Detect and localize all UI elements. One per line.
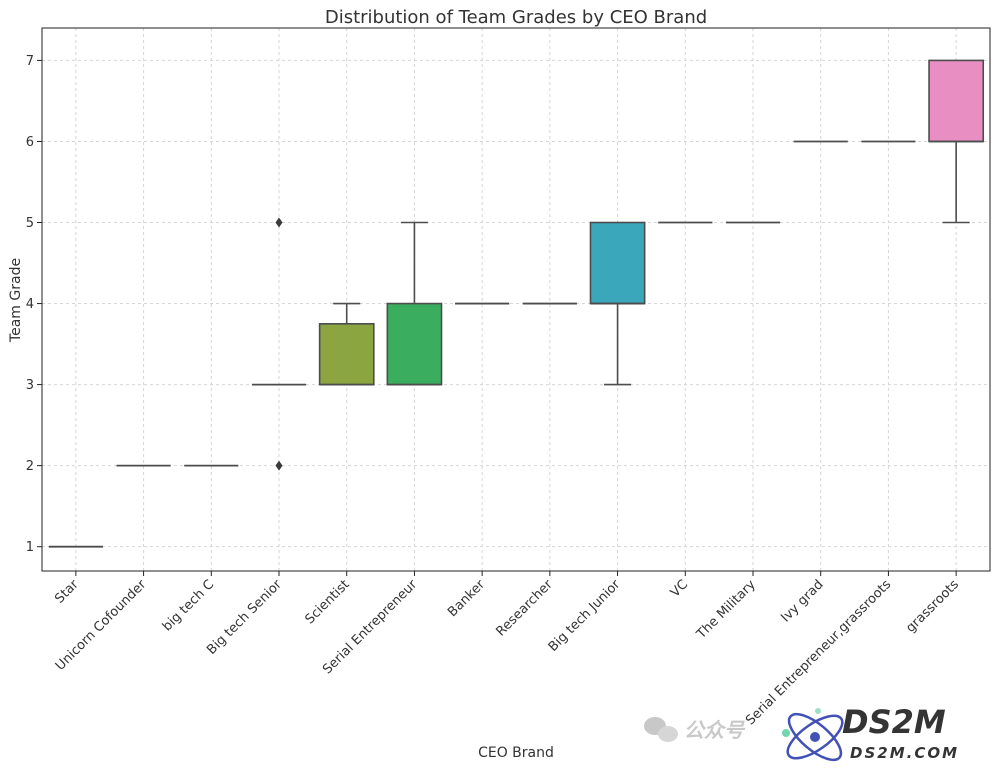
x-tick-label: Star xyxy=(52,577,82,607)
watermark-brand-text: DS2M xyxy=(842,703,946,741)
y-tick-label: 1 xyxy=(26,540,34,555)
box-serial-entrepreneur xyxy=(386,221,443,386)
y-tick-label: 5 xyxy=(26,216,34,231)
x-tick-label: VC xyxy=(668,577,691,600)
x-tick-label: The Military xyxy=(693,577,759,643)
y-axis-ticks: 1 2 3 4 5 6 7 xyxy=(26,54,42,555)
watermark-brand-subtext: DS2M.COM xyxy=(850,744,959,762)
boxes xyxy=(48,59,985,548)
plot-frame xyxy=(41,27,991,572)
box-body xyxy=(589,221,646,305)
grid xyxy=(42,28,990,571)
x-tick-label: Big tech Junior xyxy=(546,577,624,655)
x-axis-label: CEO Brand xyxy=(478,745,554,761)
box-grassroots xyxy=(928,59,985,224)
y-tick-label: 6 xyxy=(26,135,34,150)
box-body xyxy=(318,323,375,386)
x-tick-label: Scientist xyxy=(302,577,352,627)
chart-title: Distribution of Team Grades by CEO Brand xyxy=(325,7,707,28)
box-big-tech-senior xyxy=(251,217,307,471)
box-body xyxy=(386,302,443,386)
ds2m-logo-icon xyxy=(782,708,844,762)
box-big-tech-junior xyxy=(589,221,646,386)
x-tick-label: big tech C xyxy=(160,577,217,634)
y-tick-label: 7 xyxy=(26,54,34,69)
box-scientist xyxy=(318,302,375,386)
y-tick-label: 3 xyxy=(26,378,34,393)
x-tick-label: Banker xyxy=(445,577,488,620)
x-tick-label: Ivy grad xyxy=(778,577,826,625)
x-tick-label: Big tech Senior xyxy=(204,577,285,658)
x-tick-label: grassroots xyxy=(903,577,962,636)
x-tick-label: Researcher xyxy=(493,577,556,640)
watermark: 公众号 DS2M DS2M.COM xyxy=(644,703,959,762)
box-body xyxy=(928,59,985,143)
watermark-wechat-text: 公众号 xyxy=(684,718,746,742)
y-tick-label: 4 xyxy=(26,297,34,312)
y-axis-label: Team Grade xyxy=(8,258,24,343)
y-tick-label: 2 xyxy=(26,459,34,474)
outlier-point xyxy=(275,217,283,228)
outlier-point xyxy=(275,460,283,471)
wechat-icon xyxy=(644,717,678,742)
